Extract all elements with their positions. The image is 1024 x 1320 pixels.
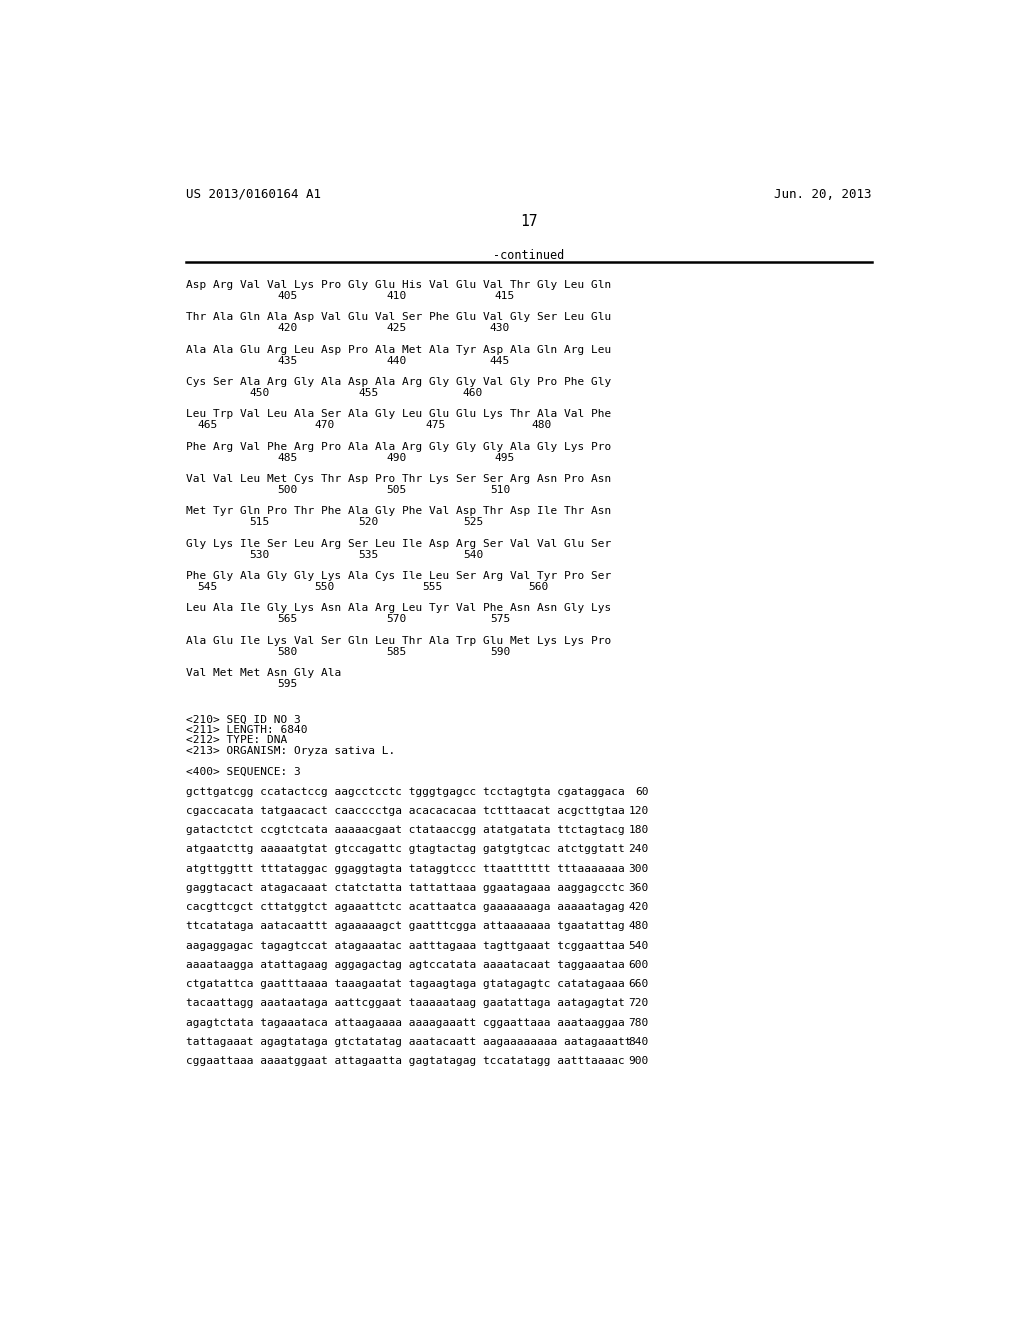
Text: 410: 410 bbox=[386, 290, 407, 301]
Text: 565: 565 bbox=[278, 614, 298, 624]
Text: Cys Ser Ala Arg Gly Ala Asp Ala Arg Gly Gly Val Gly Pro Phe Gly: Cys Ser Ala Arg Gly Ala Asp Ala Arg Gly … bbox=[186, 378, 611, 387]
Text: 580: 580 bbox=[278, 647, 298, 656]
Text: Jun. 20, 2013: Jun. 20, 2013 bbox=[774, 187, 872, 201]
Text: Ala Ala Glu Arg Leu Asp Pro Ala Met Ala Tyr Asp Ala Gln Arg Leu: Ala Ala Glu Arg Leu Asp Pro Ala Met Ala … bbox=[186, 345, 611, 355]
Text: 465: 465 bbox=[198, 420, 218, 430]
Text: 840: 840 bbox=[629, 1038, 649, 1047]
Text: 595: 595 bbox=[278, 678, 298, 689]
Text: <212> TYPE: DNA: <212> TYPE: DNA bbox=[186, 735, 288, 744]
Text: 360: 360 bbox=[629, 883, 649, 892]
Text: 475: 475 bbox=[426, 420, 445, 430]
Text: 425: 425 bbox=[386, 323, 407, 333]
Text: Thr Ala Gln Ala Asp Val Glu Val Ser Phe Glu Val Gly Ser Leu Glu: Thr Ala Gln Ala Asp Val Glu Val Ser Phe … bbox=[186, 313, 611, 322]
Text: 420: 420 bbox=[629, 903, 649, 912]
Text: tacaattagg aaataataga aattcggaat taaaaataag gaatattaga aatagagtat: tacaattagg aaataataga aattcggaat taaaaat… bbox=[186, 998, 625, 1008]
Text: tattagaaat agagtataga gtctatatag aaatacaatt aagaaaaaaaa aatagaaatt: tattagaaat agagtataga gtctatatag aaataca… bbox=[186, 1038, 632, 1047]
Text: 485: 485 bbox=[278, 453, 298, 462]
Text: 300: 300 bbox=[629, 863, 649, 874]
Text: 780: 780 bbox=[629, 1018, 649, 1028]
Text: 480: 480 bbox=[531, 420, 551, 430]
Text: Asp Arg Val Val Lys Pro Gly Glu His Val Glu Val Thr Gly Leu Gln: Asp Arg Val Val Lys Pro Gly Glu His Val … bbox=[186, 280, 611, 290]
Text: 515: 515 bbox=[250, 517, 270, 527]
Text: 435: 435 bbox=[278, 355, 298, 366]
Text: aaaataagga atattagaag aggagactag agtccatata aaaatacaat taggaaataa: aaaataagga atattagaag aggagactag agtccat… bbox=[186, 960, 625, 970]
Text: 500: 500 bbox=[278, 484, 298, 495]
Text: 490: 490 bbox=[386, 453, 407, 462]
Text: Val Val Leu Met Cys Thr Asp Pro Thr Lys Ser Ser Arg Asn Pro Asn: Val Val Leu Met Cys Thr Asp Pro Thr Lys … bbox=[186, 474, 611, 484]
Text: 180: 180 bbox=[629, 825, 649, 836]
Text: <213> ORGANISM: Oryza sativa L.: <213> ORGANISM: Oryza sativa L. bbox=[186, 746, 395, 755]
Text: 570: 570 bbox=[386, 614, 407, 624]
Text: Val Met Met Asn Gly Ala: Val Met Met Asn Gly Ala bbox=[186, 668, 341, 678]
Text: 420: 420 bbox=[278, 323, 298, 333]
Text: 550: 550 bbox=[314, 582, 334, 591]
Text: cgaccacata tatgaacact caacccctga acacacacaa tctttaacat acgcttgtaa: cgaccacata tatgaacact caacccctga acacaca… bbox=[186, 807, 625, 816]
Text: 525: 525 bbox=[463, 517, 483, 527]
Text: gatactctct ccgtctcata aaaaacgaat ctataaccgg atatgatata ttctagtacg: gatactctct ccgtctcata aaaaacgaat ctataac… bbox=[186, 825, 625, 836]
Text: 60: 60 bbox=[635, 787, 649, 797]
Text: cacgttcgct cttatggtct agaaattctc acattaatca gaaaaaaaga aaaaatagag: cacgttcgct cttatggtct agaaattctc acattaa… bbox=[186, 903, 625, 912]
Text: 560: 560 bbox=[528, 582, 548, 591]
Text: 240: 240 bbox=[629, 845, 649, 854]
Text: <400> SEQUENCE: 3: <400> SEQUENCE: 3 bbox=[186, 767, 301, 776]
Text: Phe Gly Ala Gly Gly Lys Ala Cys Ile Leu Ser Arg Val Tyr Pro Ser: Phe Gly Ala Gly Gly Lys Ala Cys Ile Leu … bbox=[186, 572, 611, 581]
Text: atgaatcttg aaaaatgtat gtccagattc gtagtactag gatgtgtcac atctggtatt: atgaatcttg aaaaatgtat gtccagattc gtagtac… bbox=[186, 845, 625, 854]
Text: 17: 17 bbox=[520, 214, 538, 228]
Text: US 2013/0160164 A1: US 2013/0160164 A1 bbox=[186, 187, 322, 201]
Text: ttcatataga aatacaattt agaaaaagct gaatttcgga attaaaaaaa tgaatattag: ttcatataga aatacaattt agaaaaagct gaatttc… bbox=[186, 921, 625, 932]
Text: 575: 575 bbox=[489, 614, 510, 624]
Text: 470: 470 bbox=[314, 420, 334, 430]
Text: gcttgatcgg ccatactccg aagcctcctc tgggtgagcc tcctagtgta cgataggaca: gcttgatcgg ccatactccg aagcctcctc tgggtga… bbox=[186, 787, 625, 797]
Text: 450: 450 bbox=[250, 388, 270, 397]
Text: aagaggagac tagagtccat atagaaatac aatttagaaa tagttgaaat tcggaattaa: aagaggagac tagagtccat atagaaatac aatttag… bbox=[186, 941, 625, 950]
Text: Phe Arg Val Phe Arg Pro Ala Ala Arg Gly Gly Gly Ala Gly Lys Pro: Phe Arg Val Phe Arg Pro Ala Ala Arg Gly … bbox=[186, 442, 611, 451]
Text: 510: 510 bbox=[489, 484, 510, 495]
Text: Leu Trp Val Leu Ala Ser Ala Gly Leu Glu Glu Lys Thr Ala Val Phe: Leu Trp Val Leu Ala Ser Ala Gly Leu Glu … bbox=[186, 409, 611, 420]
Text: 405: 405 bbox=[278, 290, 298, 301]
Text: <211> LENGTH: 6840: <211> LENGTH: 6840 bbox=[186, 725, 307, 735]
Text: 480: 480 bbox=[629, 921, 649, 932]
Text: atgttggttt tttataggac ggaggtagta tataggtccc ttaatttttt tttaaaaaaa: atgttggttt tttataggac ggaggtagta tataggt… bbox=[186, 863, 625, 874]
Text: 415: 415 bbox=[495, 290, 515, 301]
Text: Met Tyr Gln Pro Thr Phe Ala Gly Phe Val Asp Thr Asp Ile Thr Asn: Met Tyr Gln Pro Thr Phe Ala Gly Phe Val … bbox=[186, 507, 611, 516]
Text: cggaattaaa aaaatggaat attagaatta gagtatagag tccatatagg aatttaaaac: cggaattaaa aaaatggaat attagaatta gagtata… bbox=[186, 1056, 625, 1067]
Text: 545: 545 bbox=[198, 582, 218, 591]
Text: 600: 600 bbox=[629, 960, 649, 970]
Text: 590: 590 bbox=[489, 647, 510, 656]
Text: 540: 540 bbox=[629, 941, 649, 950]
Text: 430: 430 bbox=[489, 323, 510, 333]
Text: -continued: -continued bbox=[494, 249, 564, 263]
Text: 505: 505 bbox=[386, 484, 407, 495]
Text: 120: 120 bbox=[629, 807, 649, 816]
Text: 495: 495 bbox=[495, 453, 515, 462]
Text: Ala Glu Ile Lys Val Ser Gln Leu Thr Ala Trp Glu Met Lys Lys Pro: Ala Glu Ile Lys Val Ser Gln Leu Thr Ala … bbox=[186, 636, 611, 645]
Text: 555: 555 bbox=[423, 582, 442, 591]
Text: 440: 440 bbox=[386, 355, 407, 366]
Text: 660: 660 bbox=[629, 979, 649, 989]
Text: 585: 585 bbox=[386, 647, 407, 656]
Text: 900: 900 bbox=[629, 1056, 649, 1067]
Text: 460: 460 bbox=[463, 388, 483, 397]
Text: ctgatattca gaatttaaaa taaagaatat tagaagtaga gtatagagtc catatagaaa: ctgatattca gaatttaaaa taaagaatat tagaagt… bbox=[186, 979, 625, 989]
Text: Leu Ala Ile Gly Lys Asn Ala Arg Leu Tyr Val Phe Asn Asn Gly Lys: Leu Ala Ile Gly Lys Asn Ala Arg Leu Tyr … bbox=[186, 603, 611, 614]
Text: 540: 540 bbox=[463, 549, 483, 560]
Text: 520: 520 bbox=[358, 517, 379, 527]
Text: 535: 535 bbox=[358, 549, 379, 560]
Text: 530: 530 bbox=[250, 549, 270, 560]
Text: <210> SEQ ID NO 3: <210> SEQ ID NO 3 bbox=[186, 714, 301, 725]
Text: 445: 445 bbox=[489, 355, 510, 366]
Text: gaggtacact atagacaaat ctatctatta tattattaaa ggaatagaaa aaggagcctc: gaggtacact atagacaaat ctatctatta tattatt… bbox=[186, 883, 625, 892]
Text: 720: 720 bbox=[629, 998, 649, 1008]
Text: Gly Lys Ile Ser Leu Arg Ser Leu Ile Asp Arg Ser Val Val Glu Ser: Gly Lys Ile Ser Leu Arg Ser Leu Ile Asp … bbox=[186, 539, 611, 549]
Text: 455: 455 bbox=[358, 388, 379, 397]
Text: agagtctata tagaaataca attaagaaaa aaaagaaatt cggaattaaa aaataaggaa: agagtctata tagaaataca attaagaaaa aaaagaa… bbox=[186, 1018, 625, 1028]
